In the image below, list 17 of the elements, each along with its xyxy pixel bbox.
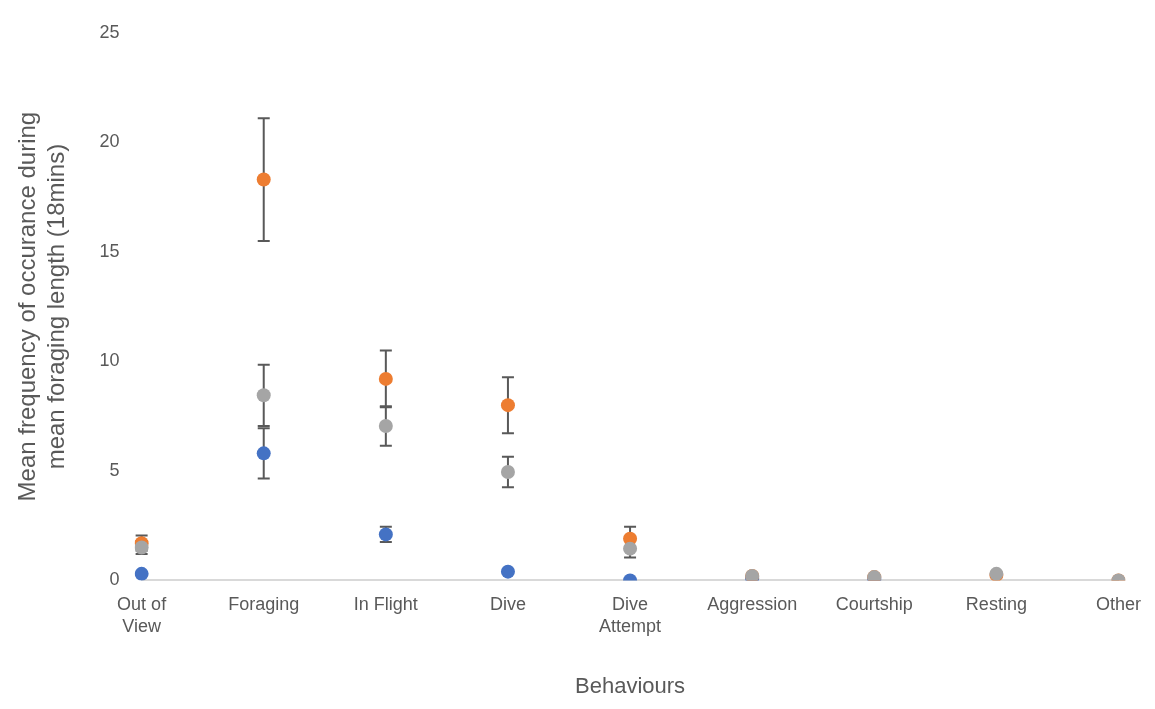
x-tick-label: Foraging xyxy=(228,594,300,615)
y-tick-label: 15 xyxy=(99,240,120,261)
x-axis-title: Behaviours xyxy=(575,672,686,698)
y-tick-label: 0 xyxy=(109,569,120,590)
y-tick-label: 25 xyxy=(99,21,120,42)
x-tick-label: In Flight xyxy=(353,594,418,615)
x-tick-label: Dive Attempt xyxy=(599,594,662,636)
x-tick-label: Out of View xyxy=(117,594,168,636)
y-tick-label: 10 xyxy=(99,350,120,371)
x-tick-label: Courtship xyxy=(835,594,913,615)
y-tick-label: 20 xyxy=(99,131,120,152)
y-axis-title: Mean frequency of occurance during mean foraging length (18mins) xyxy=(13,111,69,502)
x-tick-label: Dive xyxy=(489,594,526,615)
x-tick-label: Other xyxy=(1095,594,1142,615)
y-tick-label: 5 xyxy=(109,459,120,480)
x-tick-label: Resting xyxy=(965,594,1027,615)
x-tick-label: Aggression xyxy=(707,594,798,615)
